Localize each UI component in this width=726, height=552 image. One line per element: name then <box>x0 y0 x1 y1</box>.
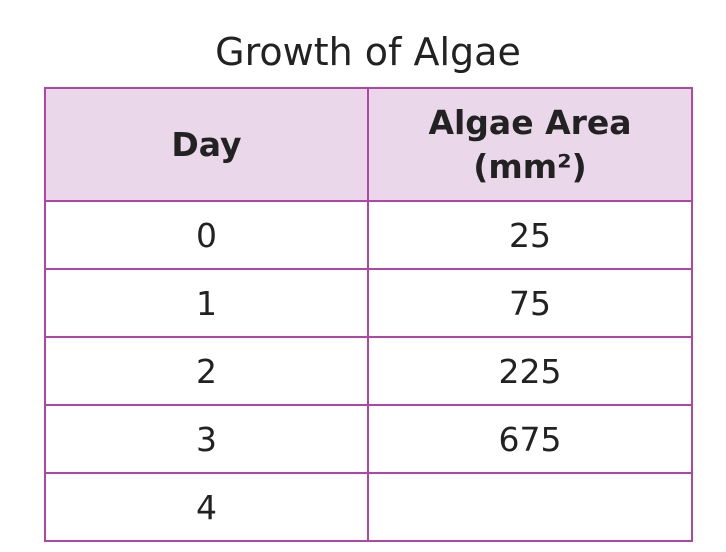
day-cell: 4 <box>44 472 369 542</box>
header-area-unit: (mm²) <box>473 146 587 186</box>
area-cell: 225 <box>367 336 693 406</box>
day-cell: 2 <box>44 336 369 406</box>
area-cell: 75 <box>367 268 693 338</box>
table-row: 0 25 <box>44 200 693 270</box>
day-cell: 0 <box>44 200 369 270</box>
table-row: 3 675 <box>44 404 693 474</box>
header-algae-area: Algae Area (mm²) <box>367 87 693 202</box>
header-day-label: Day <box>171 124 242 164</box>
table-row: 2 225 <box>44 336 693 406</box>
header-row: Day Algae Area (mm²) <box>44 87 693 202</box>
table-title: Growth of Algae <box>215 30 521 74</box>
area-cell: 675 <box>367 404 693 474</box>
header-area-label: Algae Area <box>428 102 632 142</box>
header-day: Day <box>44 87 369 202</box>
day-cell: 3 <box>44 404 369 474</box>
area-cell-empty <box>367 472 693 542</box>
data-table: Day Algae Area (mm²) 0 25 1 75 2 225 3 6… <box>44 87 693 542</box>
table-row: 4 <box>44 472 693 542</box>
day-cell: 1 <box>44 268 369 338</box>
area-cell: 25 <box>367 200 693 270</box>
table-row: 1 75 <box>44 268 693 338</box>
